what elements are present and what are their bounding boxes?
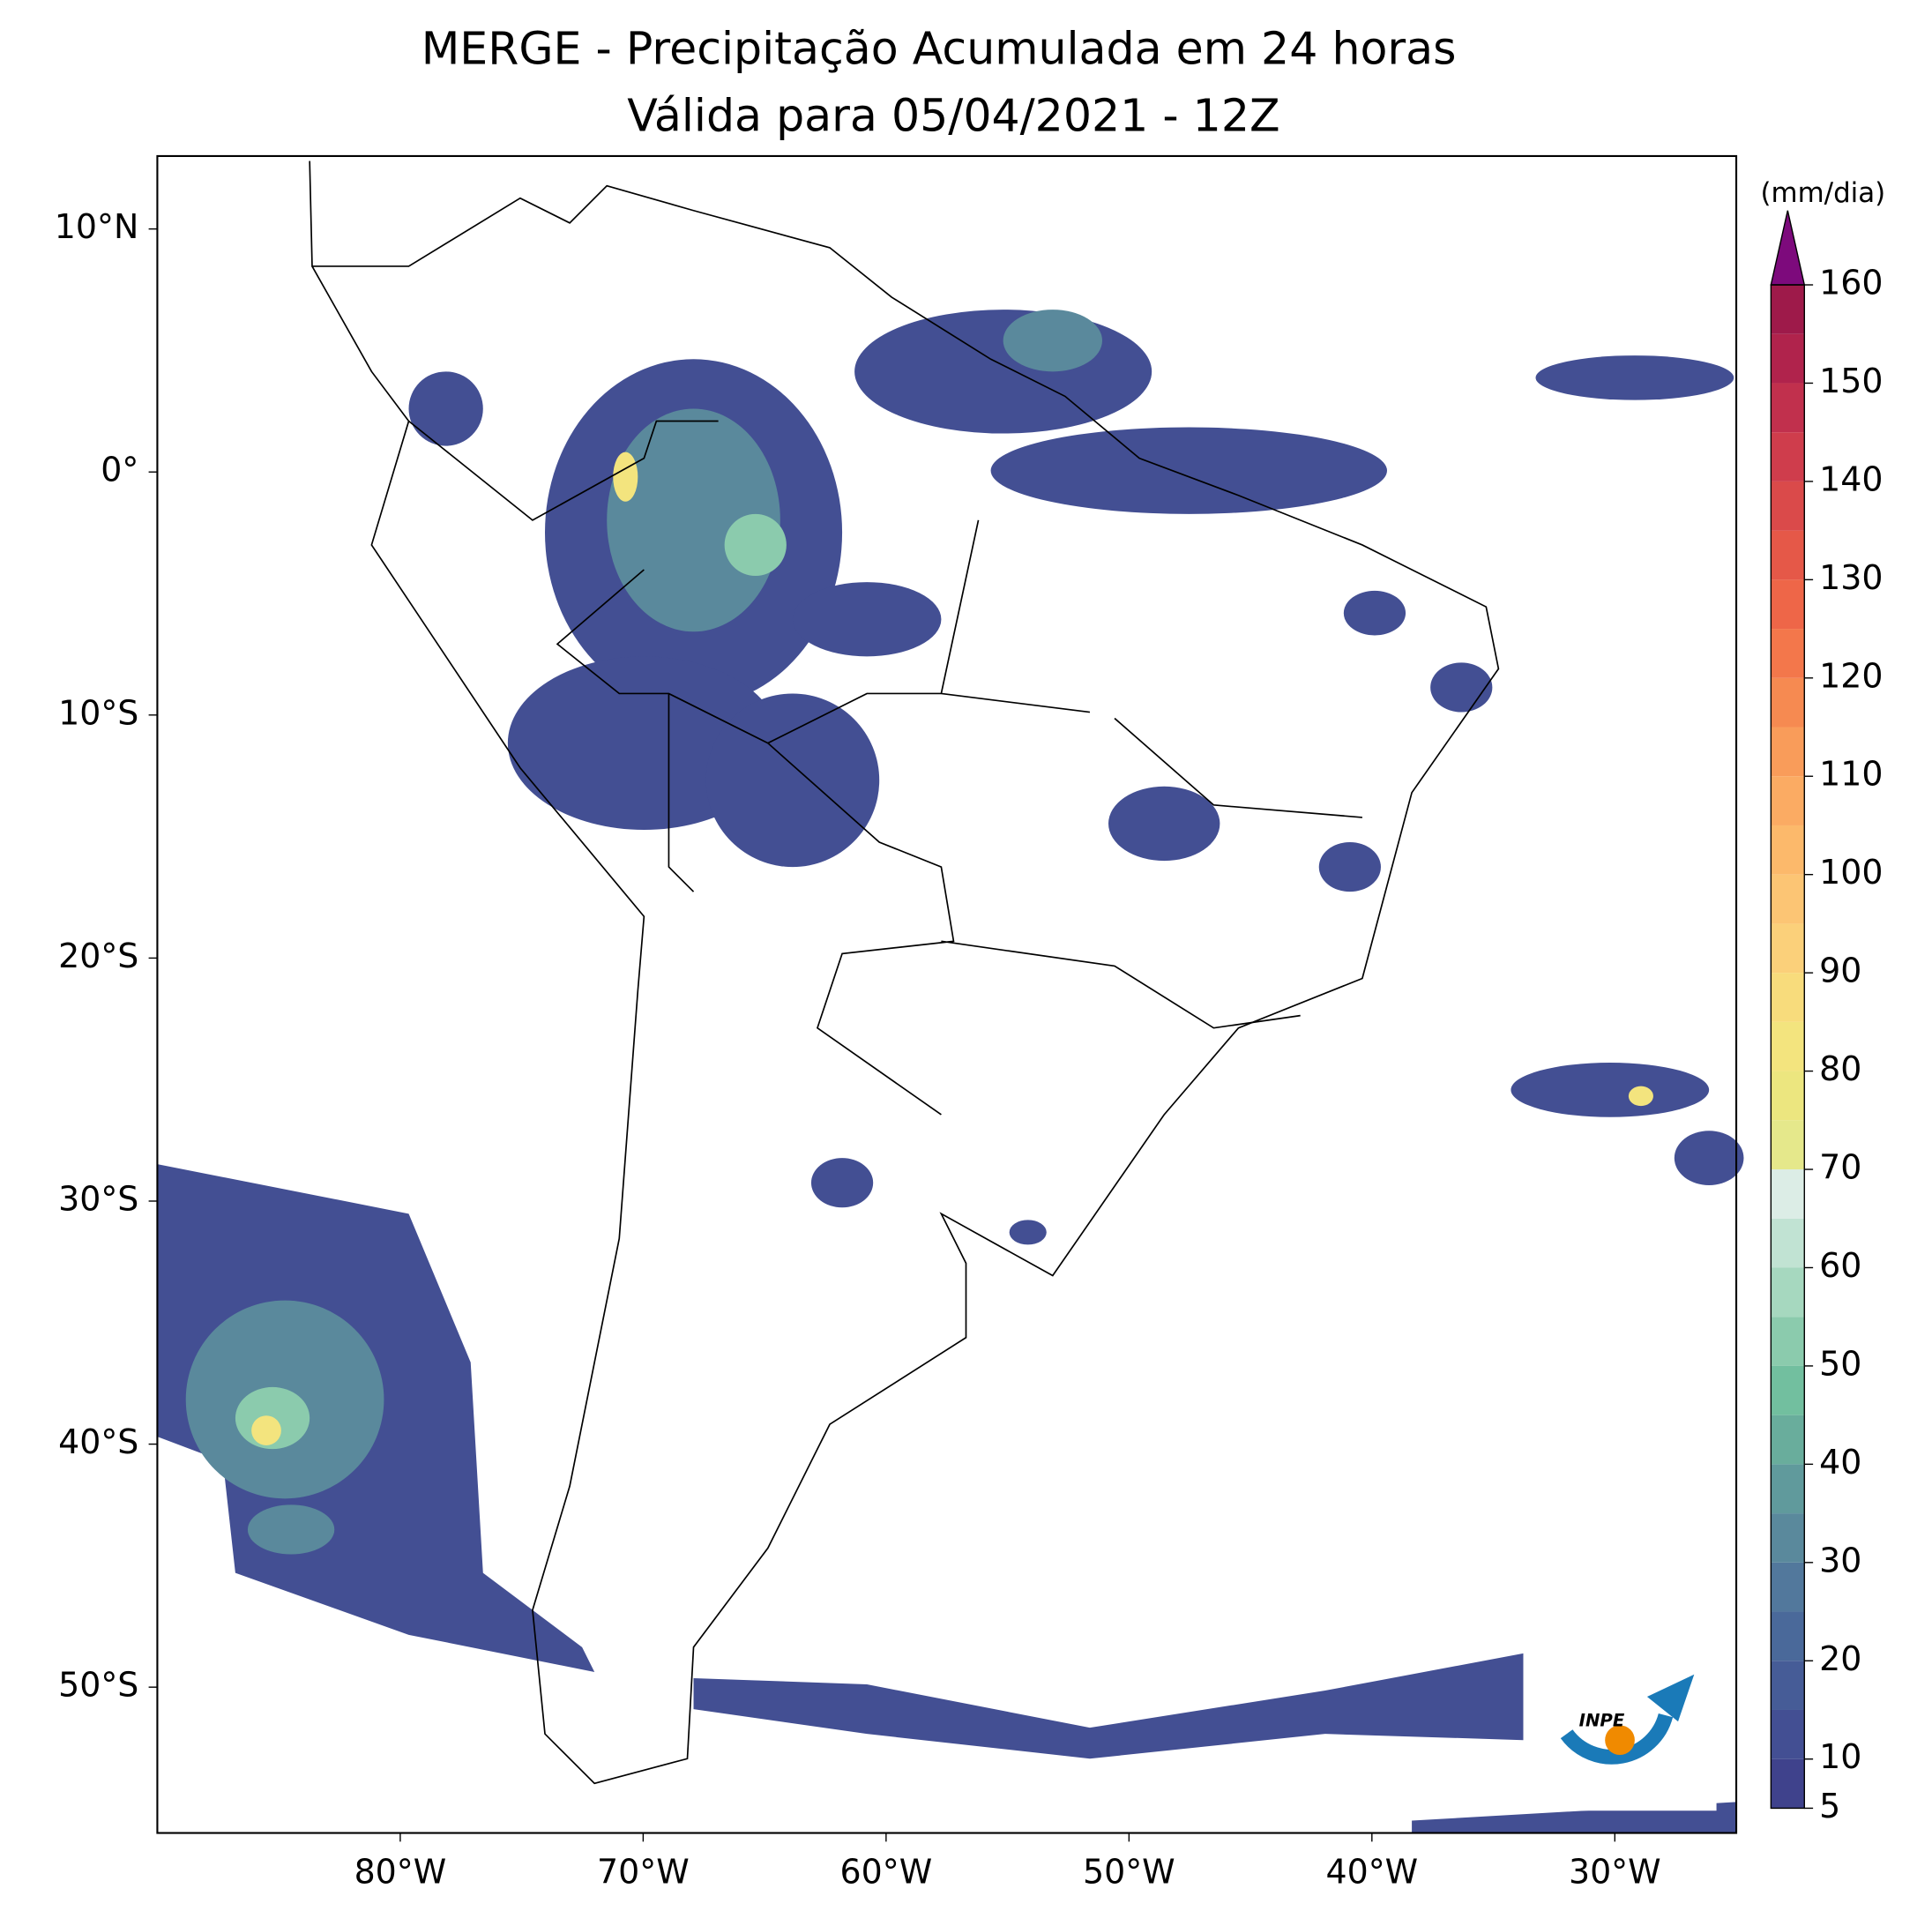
colorbar-band	[1771, 923, 1805, 974]
colorbar-tick-label: 70	[1819, 1148, 1861, 1187]
colorbar-tick-label: 140	[1819, 459, 1883, 498]
logo: INPE	[1530, 1653, 1717, 1811]
colorbar-band	[1771, 1317, 1805, 1366]
y-tick-label: 10°S	[58, 693, 138, 732]
colorbar-band	[1771, 285, 1805, 334]
colorbar-band	[1771, 1709, 1805, 1759]
y-tick-label: 40°S	[58, 1422, 138, 1461]
colorbar-band	[1771, 727, 1805, 777]
colorbar-tick-label: 20	[1819, 1639, 1861, 1678]
colorbar-tick-label: 5	[1819, 1787, 1840, 1825]
colorbar-band	[1771, 629, 1805, 678]
x-tick-label: 80°W	[354, 1852, 447, 1891]
colorbar-band	[1771, 432, 1805, 481]
colorbar-tick-label: 120	[1819, 656, 1883, 695]
colorbar-label: (mm/dia)	[1760, 177, 1885, 209]
title: MERGE - Precipitação Acumulada em 24 hor…	[421, 22, 1457, 74]
colorbar-band	[1771, 1120, 1805, 1170]
colorbar-tick-label: 40	[1819, 1443, 1861, 1482]
x-tick-label: 30°W	[1569, 1852, 1661, 1891]
colorbar-band	[1771, 677, 1805, 728]
colorbar-band	[1771, 333, 1805, 384]
colorbar-band	[1771, 1169, 1805, 1219]
colorbar-band	[1771, 973, 1805, 1022]
colorbar-band	[1771, 1267, 1805, 1318]
x-tick-label: 70°W	[597, 1852, 690, 1891]
colorbar-tick-label: 130	[1819, 558, 1883, 597]
colorbar-tick-label: 90	[1819, 952, 1861, 990]
colorbar-tick-label: 50	[1819, 1344, 1861, 1383]
precipitation-field	[157, 310, 1744, 1833]
x-tick-label: 60°W	[840, 1852, 933, 1891]
y-tick-label: 0°	[101, 451, 138, 489]
map-frame	[156, 154, 1738, 1834]
y-tick-label: 50°S	[58, 1666, 138, 1705]
colorbar-band	[1771, 1415, 1805, 1465]
colorbar-band	[1771, 1021, 1805, 1071]
colorbar-tick-label: 160	[1819, 264, 1883, 302]
colorbar-band	[1771, 1758, 1805, 1809]
colorbar-band	[1771, 1611, 1805, 1661]
colorbar-band	[1771, 776, 1805, 825]
x-tick-label: 40°W	[1325, 1852, 1418, 1891]
coastline	[309, 160, 1500, 1785]
colorbar-band	[1771, 1661, 1805, 1710]
y-tick-label: 30°S	[58, 1179, 138, 1218]
logo-text: INPE	[1579, 1711, 1625, 1731]
colorbar-tick-label: 30	[1819, 1541, 1861, 1579]
x-tick-label: 50°W	[1083, 1852, 1175, 1891]
y-tick-label: 10°N	[55, 207, 139, 246]
colorbar-band	[1771, 1218, 1805, 1268]
colorbar-tick-label: 110	[1819, 755, 1883, 794]
colorbar-band	[1771, 481, 1805, 531]
borders	[407, 420, 1362, 1116]
colorbar-tick-label: 10	[1819, 1737, 1861, 1776]
colorbar-band	[1771, 825, 1805, 875]
y-tick-label: 20°S	[58, 937, 138, 975]
colorbar-tick-label: 60	[1819, 1246, 1861, 1285]
colorbar-band	[1771, 1071, 1805, 1121]
colorbar-band	[1771, 1562, 1805, 1612]
subtitle: Válida para 05/04/2021 - 12Z	[627, 89, 1279, 141]
colorbar-band	[1771, 1464, 1805, 1514]
colorbar-band	[1771, 579, 1805, 630]
colorbar-tick-label: 100	[1819, 853, 1883, 892]
colorbar-band	[1771, 530, 1805, 580]
colorbar-tick-label: 80	[1819, 1049, 1861, 1088]
colorbar-band	[1771, 874, 1805, 924]
colorbar-tick-label: 150	[1819, 362, 1883, 400]
colorbar-frame	[1770, 284, 1805, 1810]
colorbar-band	[1771, 1513, 1805, 1563]
colorbar-band	[1771, 383, 1805, 433]
colorbar-band	[1771, 1365, 1805, 1415]
